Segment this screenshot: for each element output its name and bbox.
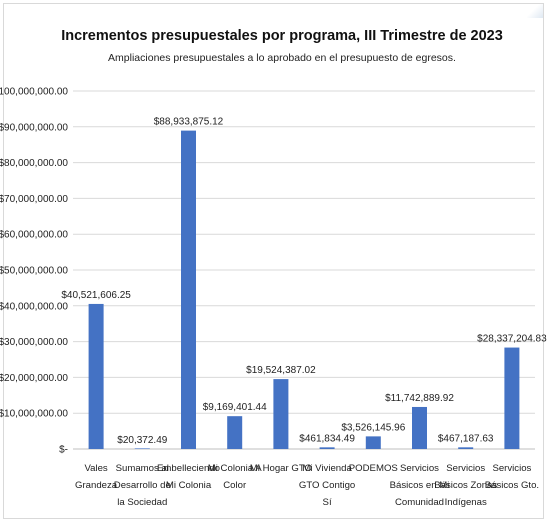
chart-title: Incrementos presupuestales por programa,… <box>61 28 503 44</box>
bar <box>504 347 520 449</box>
bar <box>227 416 243 449</box>
bar <box>412 406 427 449</box>
y-tick-label: $10,000,000.00 <box>0 409 68 420</box>
y-tick-label: $30,000,000.00 <box>0 337 68 348</box>
x-tick-label: Mi Vivienda GTO Contigo Sí <box>299 463 355 508</box>
data-label: $11,742,889.92 <box>385 393 454 404</box>
y-tick-label: $60,000,000.00 <box>0 230 68 241</box>
data-label: $3,526,145.96 <box>341 422 405 433</box>
data-label: $467,187.63 <box>438 433 494 444</box>
data-label: $9,169,401.44 <box>203 402 267 413</box>
gridlines <box>73 90 535 450</box>
bar <box>273 379 289 449</box>
y-tick-label: $40,000,000.00 <box>0 301 68 312</box>
bar <box>458 447 474 449</box>
x-tick-label: Mi Hogar GTO <box>250 463 312 474</box>
y-tick-label: $70,000,000.00 <box>0 194 68 205</box>
data-label: $28,337,204.83 <box>477 334 547 345</box>
chart-subtitle: Ampliaciones presupuestales a lo aprobad… <box>108 52 456 64</box>
x-tick-label: PODEMOS <box>349 463 398 474</box>
data-labels: $40,521,606.25 $20,372.49 $88,933,875.12 $9… <box>61 117 547 446</box>
data-label: $88,933,875.12 <box>154 117 224 128</box>
data-label: $40,521,606.25 <box>61 290 131 301</box>
bar <box>181 130 196 449</box>
y-tick-label: $90,000,000.00 <box>0 122 68 133</box>
x-tick-label: Servicios Básicos Gto. <box>485 463 539 491</box>
bar <box>134 448 150 449</box>
data-label: $20,372.49 <box>117 435 167 446</box>
y-tick-label: $20,000,000.00 <box>0 373 68 384</box>
y-tick-label: $- <box>59 445 68 456</box>
x-tick-label: Servicios Básicos Zonas Indígenas <box>434 463 497 508</box>
data-label: $19,524,387.02 <box>246 365 316 376</box>
corner-decoration <box>527 4 543 18</box>
bar <box>365 436 381 449</box>
y-tick-label: $50,000,000.00 <box>0 266 68 277</box>
data-label: $461,834.49 <box>299 433 355 444</box>
y-tick-label: $100,000,000.00 <box>0 87 68 98</box>
bar <box>88 303 104 449</box>
x-tick-label: Sumamos al Desarrollo de la Sociedad <box>114 463 171 508</box>
x-tick-label: Vales Grandeza <box>75 463 118 491</box>
y-axis-ticks: $- $10,000,000.00 $20,000,000.00 $30,000,00… <box>0 87 68 456</box>
x-tick-label: Mi Colonia A Color <box>208 463 262 491</box>
bars <box>88 130 520 449</box>
x-tick-label: Servicios Básicos en Mi Comunidad <box>390 463 450 508</box>
y-tick-label: $80,000,000.00 <box>0 158 68 169</box>
bar <box>319 447 335 449</box>
x-tick-label: Embelleciendo Mi Colonia <box>157 463 220 491</box>
